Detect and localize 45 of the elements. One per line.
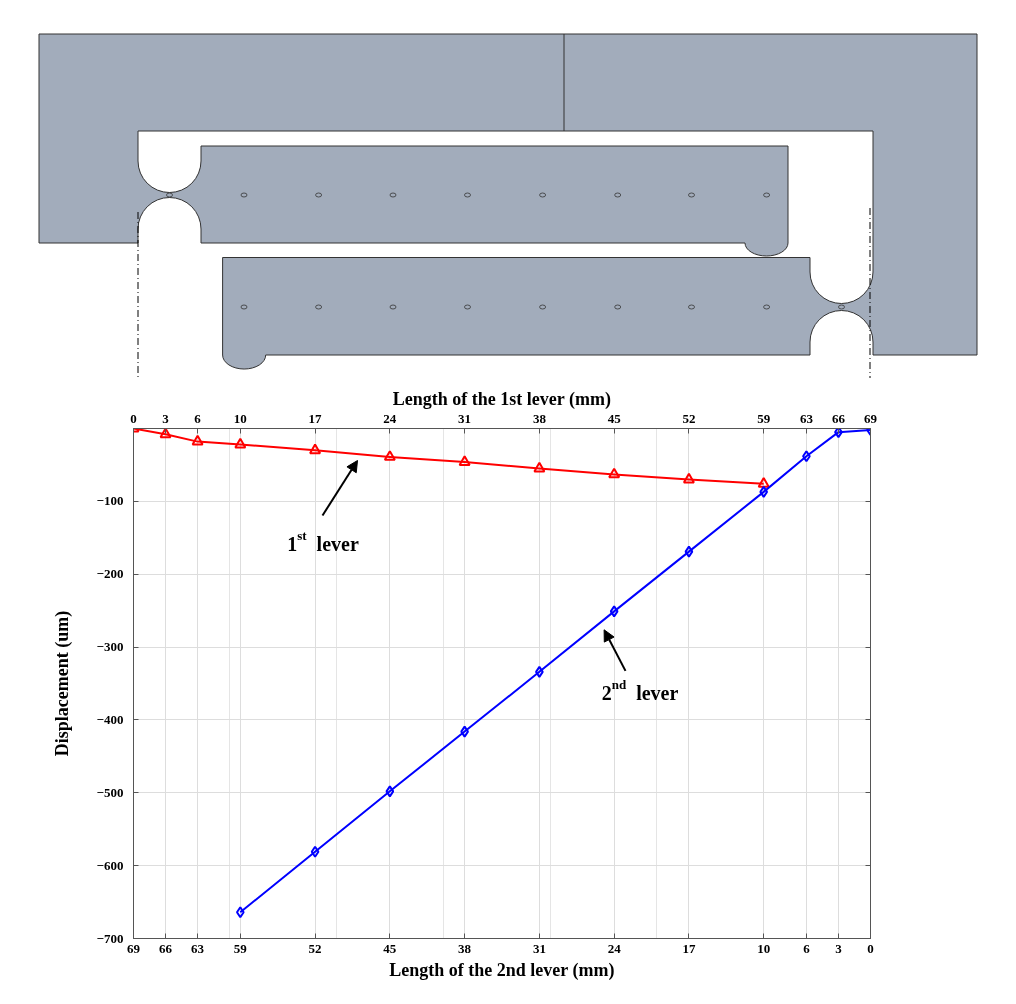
point <box>310 845 320 858</box>
x-tick-label: 17 <box>682 940 696 956</box>
y-tick-label: −100 <box>96 493 124 509</box>
point <box>235 906 245 919</box>
point <box>834 428 843 439</box>
x-tick-label: 3 <box>835 940 843 956</box>
x2-tick-label: 38 <box>532 410 547 426</box>
x-tick-label: 45 <box>383 940 397 956</box>
x2-tick-label: 66 <box>831 410 846 426</box>
x2-tick-label: 6 <box>194 410 202 426</box>
point <box>684 545 694 558</box>
y-tick-label: −200 <box>96 566 124 582</box>
x2-tick-label: 17 <box>308 410 323 426</box>
y-axis-title: Displacement (um) <box>51 610 73 757</box>
y-tick-label: −300 <box>96 639 124 655</box>
x-tick-label: 10 <box>757 940 771 956</box>
point <box>609 605 619 618</box>
x2-tick-label: 69 <box>864 410 878 426</box>
x2-tick-label: 63 <box>799 410 814 426</box>
x-tick-label: 6 <box>803 940 811 956</box>
x2-tick-label: 31 <box>458 410 472 426</box>
x-axis-title: Length of the 2nd lever (mm) <box>389 959 615 981</box>
x-tick-label: 0 <box>867 940 874 956</box>
x-tick-label: 38 <box>458 940 472 956</box>
x2-tick-label: 45 <box>607 410 622 426</box>
x2-tick-label: 59 <box>757 410 771 426</box>
y-tick-label: −700 <box>96 930 124 946</box>
y-tick-label: −500 <box>96 784 124 800</box>
x-tick-label: 31 <box>532 940 546 956</box>
y-tick-label: −600 <box>96 857 124 873</box>
x-tick-label: 52 <box>308 940 322 956</box>
x2-tick-label: 24 <box>383 410 397 426</box>
x-tick-label: 69 <box>127 940 141 956</box>
point <box>759 485 769 498</box>
x2-tick-label: 3 <box>162 410 170 426</box>
x-tick-label: 24 <box>607 940 622 956</box>
x2-tick-label: 10 <box>233 410 247 426</box>
x-tick-label: 66 <box>159 940 173 956</box>
point <box>385 785 395 798</box>
y-tick-label: −400 <box>96 711 124 727</box>
x-tick-label: 63 <box>191 940 205 956</box>
x2-tick-label: 0 <box>130 410 137 426</box>
x2-tick-label: 52 <box>682 410 696 426</box>
x2-axis-title: Length of the 1st lever (mm) <box>392 388 611 410</box>
x-tick-label: 59 <box>233 940 248 956</box>
